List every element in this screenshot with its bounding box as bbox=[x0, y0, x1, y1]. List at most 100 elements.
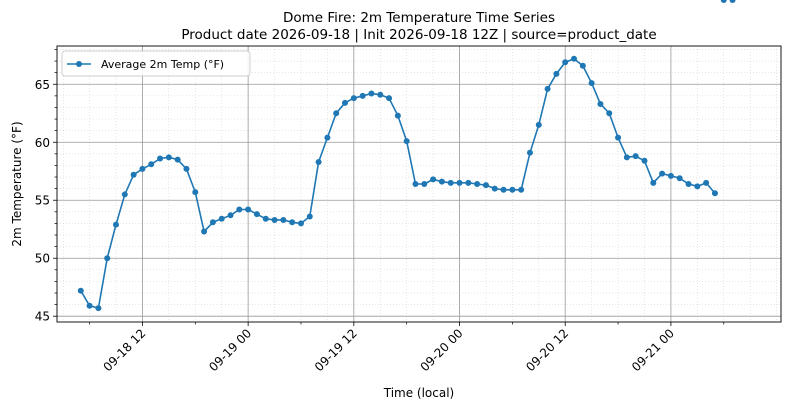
data-point bbox=[157, 155, 164, 162]
legend-entry-average-2m-temp: Average 2m Temp (°F) bbox=[101, 58, 224, 71]
data-point bbox=[113, 221, 120, 228]
series-line-group bbox=[77, 0, 736, 312]
data-point bbox=[174, 156, 181, 163]
data-point bbox=[306, 213, 313, 220]
data-point bbox=[703, 179, 710, 186]
x-axis-label: Time (local) bbox=[383, 386, 455, 400]
data-point bbox=[386, 95, 393, 102]
data-point bbox=[245, 206, 252, 213]
data-point bbox=[447, 179, 454, 186]
legend-box bbox=[61, 50, 251, 77]
data-point bbox=[509, 186, 516, 193]
data-point bbox=[526, 149, 533, 156]
x-tick-label: 09-20 00 bbox=[418, 326, 466, 374]
x-tick-label: 09-19 12 bbox=[312, 326, 360, 374]
x-tick-label: 09-20 12 bbox=[523, 326, 571, 374]
x-tick-label: 09-21 00 bbox=[629, 326, 677, 374]
data-point bbox=[438, 178, 445, 185]
data-point bbox=[315, 158, 322, 165]
y-tick-label: 45 bbox=[35, 310, 50, 324]
data-point bbox=[324, 134, 331, 141]
data-point bbox=[659, 170, 666, 177]
data-point bbox=[218, 215, 225, 222]
data-point bbox=[412, 181, 419, 187]
data-point bbox=[632, 153, 639, 160]
data-point bbox=[571, 55, 578, 62]
data-point bbox=[588, 80, 595, 87]
data-point bbox=[430, 176, 437, 183]
legend: Average 2m Temp (°F) bbox=[61, 50, 251, 77]
data-point bbox=[597, 100, 604, 107]
data-point bbox=[359, 92, 366, 99]
data-point bbox=[711, 190, 718, 197]
plot-frame bbox=[56, 45, 782, 323]
data-point bbox=[518, 186, 525, 193]
data-point bbox=[394, 112, 401, 119]
data-point bbox=[253, 211, 260, 218]
data-point bbox=[544, 85, 551, 92]
data-point bbox=[148, 161, 155, 168]
data-point bbox=[377, 91, 384, 98]
data-point bbox=[720, 0, 727, 3]
data-point bbox=[297, 220, 304, 227]
data-point bbox=[227, 212, 234, 219]
data-point bbox=[271, 216, 278, 223]
data-point bbox=[236, 206, 243, 213]
series-line bbox=[80, 57, 716, 309]
y-tick-label: 55 bbox=[35, 194, 50, 208]
data-point bbox=[104, 255, 111, 262]
y-tick-label: 60 bbox=[35, 136, 50, 150]
y-tick-label: 65 bbox=[35, 78, 50, 92]
data-point bbox=[95, 305, 102, 312]
data-point bbox=[615, 134, 622, 141]
data-point bbox=[86, 302, 93, 309]
data-point bbox=[368, 90, 375, 97]
data-point bbox=[474, 181, 481, 187]
data-point bbox=[183, 165, 190, 172]
data-point bbox=[667, 172, 674, 179]
x-tick-label: 09-19 00 bbox=[206, 326, 254, 374]
data-point bbox=[342, 99, 349, 106]
data-point bbox=[500, 186, 507, 193]
data-point bbox=[130, 171, 137, 178]
legend-marker-swatch bbox=[76, 61, 82, 67]
data-point bbox=[650, 179, 657, 186]
x-axis: 09-18 12 09-19 00 09-19 12 09-20 00 09-20 12… bbox=[89, 322, 725, 374]
chart-subtitle: Product date 2026-09-18 | Init 2026-09-1… bbox=[181, 27, 656, 43]
chart-title: Dome Fire: 2m Temperature Time Series bbox=[283, 10, 555, 26]
data-point bbox=[676, 175, 683, 182]
data-point bbox=[289, 219, 296, 226]
data-point bbox=[641, 157, 648, 164]
data-point bbox=[623, 154, 630, 161]
data-point bbox=[192, 189, 199, 196]
data-point bbox=[562, 59, 569, 66]
data-point bbox=[201, 228, 208, 235]
x-tick-label: 09-18 12 bbox=[101, 326, 149, 374]
data-point bbox=[456, 179, 463, 186]
data-point bbox=[553, 70, 560, 77]
data-point bbox=[491, 185, 498, 192]
data-point bbox=[482, 182, 489, 189]
data-point bbox=[262, 215, 269, 222]
data-point bbox=[77, 287, 84, 294]
y-axis-label: 2m Temperature (°F) bbox=[10, 121, 24, 246]
data-point bbox=[535, 121, 542, 128]
data-point bbox=[139, 165, 146, 172]
data-point bbox=[165, 154, 172, 161]
data-point bbox=[280, 216, 287, 223]
y-tick-label: 50 bbox=[35, 252, 50, 266]
major-grid bbox=[57, 46, 781, 322]
data-point bbox=[729, 0, 736, 3]
data-point bbox=[579, 62, 586, 69]
data-point bbox=[121, 191, 128, 198]
y-axis: 45 50 55 60 65 bbox=[35, 49, 57, 324]
data-point bbox=[350, 95, 357, 102]
data-point bbox=[421, 181, 428, 187]
data-point bbox=[209, 219, 216, 226]
data-point bbox=[606, 110, 613, 117]
data-point bbox=[465, 179, 472, 186]
data-point bbox=[403, 138, 410, 145]
data-point bbox=[333, 110, 340, 117]
data-point bbox=[685, 181, 692, 187]
